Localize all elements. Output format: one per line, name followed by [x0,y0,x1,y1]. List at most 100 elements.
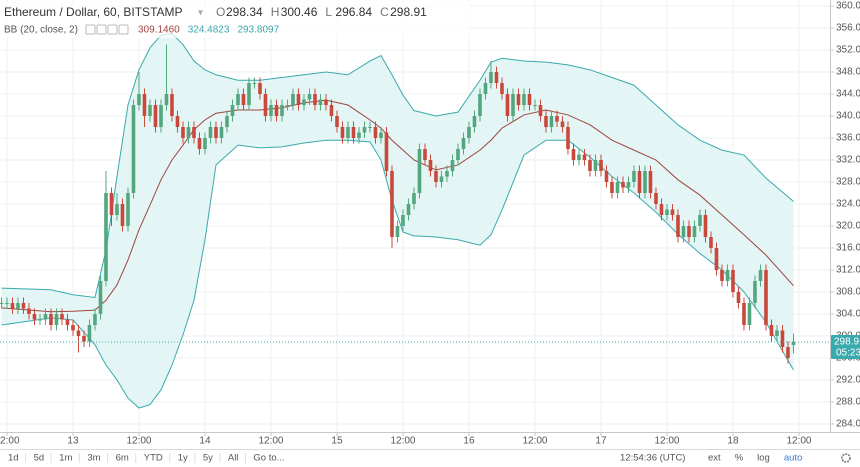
candle-body [791,341,796,346]
candle-body [582,154,587,161]
y-tick-label: 312.00 [836,265,860,276]
x-tick-label: 17 [595,436,607,447]
range-button[interactable]: 6m [116,453,129,464]
range-button[interactable]: 5d [34,453,45,464]
candle-body [357,132,361,139]
candle-body [555,116,559,122]
candle-body [692,225,697,237]
candle-body [164,94,169,106]
x-tick-label: 18 [727,436,739,447]
candle-body [456,149,460,161]
goto-button[interactable]: Go to... [253,453,284,464]
candle-body [467,127,471,139]
y-tick-label: 348.00 [836,67,860,78]
candle-body [192,127,196,139]
x-tick-label: 12:00 [258,436,283,447]
range-button[interactable]: 1m [59,453,72,464]
settings-gear[interactable] [841,453,851,463]
band-fill [1,33,794,409]
candle-body [335,116,339,128]
candle-body [505,94,510,117]
candle-body [577,154,581,161]
x-tick-label: 12:00 [786,436,811,447]
candle-body [780,330,785,347]
scale-option[interactable]: % [735,453,744,464]
candle-body [186,127,191,139]
candle-body [131,105,136,194]
candle-body [170,94,174,117]
candle-body [340,127,345,139]
candle-body [159,105,163,128]
range-button[interactable]: 3m [87,453,100,464]
candle-body [604,171,609,183]
candle-body [313,94,317,106]
candle-body [71,324,75,331]
y-tick-label: 284.00 [836,419,860,430]
x-tick-label: 13 [67,436,79,447]
candle-body [10,302,15,309]
ohlc-value: 300.46 [281,5,318,19]
candle-body [38,319,42,321]
candle-body [296,94,301,106]
ohlc-label: C [380,5,389,19]
indicator-button[interactable] [96,24,107,35]
candle-body [0,302,4,304]
x-tick-label: 12:00 [0,436,20,447]
bottom-toolbar: 1d 5d 1m 3m 6m YTD 1y 5y All Go to... 12:54:36 (UT… [8,453,851,464]
candle-body [318,99,323,106]
x-tick-label: 12:00 [390,436,415,447]
candle-body [483,83,488,95]
scale-option[interactable]: auto [784,453,803,464]
candle-body [368,127,372,129]
candle-body [687,225,691,237]
candle-body [49,313,53,325]
price-countdown: 05:23 [836,348,860,359]
candle-body [329,105,334,117]
range-button[interactable]: 5y [203,453,213,464]
y-tick-label: 336.00 [836,133,860,144]
indicator-button[interactable] [118,24,129,35]
candle-body [725,269,730,281]
candle-body [241,94,246,106]
candle-body [709,236,713,248]
candle-body [115,204,119,215]
candle-body [593,160,598,172]
x-tick-label: 12:00 [522,436,547,447]
header-bg [0,2,470,38]
scale-option[interactable]: log [757,453,770,464]
candle-body [560,121,565,128]
candle-body [302,99,306,106]
candle-body [263,94,268,117]
candle-body [379,132,383,139]
indicator-button[interactable] [85,24,96,35]
candle-body [461,138,466,150]
candle-body [362,127,367,133]
candle-body [472,116,477,128]
candle-body [610,182,614,194]
range-button[interactable]: All [228,453,239,464]
candle-body [60,313,64,320]
candle-body [126,193,130,226]
candle-body [181,127,185,139]
candle-body [434,171,438,183]
candle-body [417,149,422,194]
candle-body [769,324,774,336]
candle-body [445,171,449,177]
candle-body [450,160,455,172]
range-button[interactable]: 1y [178,453,188,464]
x-tick-label: 12:00 [654,436,679,447]
range-button[interactable]: YTD [144,453,163,464]
candle-body [428,160,433,172]
indicator-button[interactable] [107,24,118,35]
price-tag [831,334,860,359]
candle-body [423,149,427,161]
ohlc-label: O [216,5,225,19]
scale-option[interactable]: ext [708,453,721,464]
indicator-value: 324.4823 [188,25,230,36]
candle-body [412,193,416,205]
candle-body [230,105,235,117]
candle-body [274,105,279,117]
range-button[interactable]: 1d [8,453,19,464]
candle-body [27,308,31,314]
